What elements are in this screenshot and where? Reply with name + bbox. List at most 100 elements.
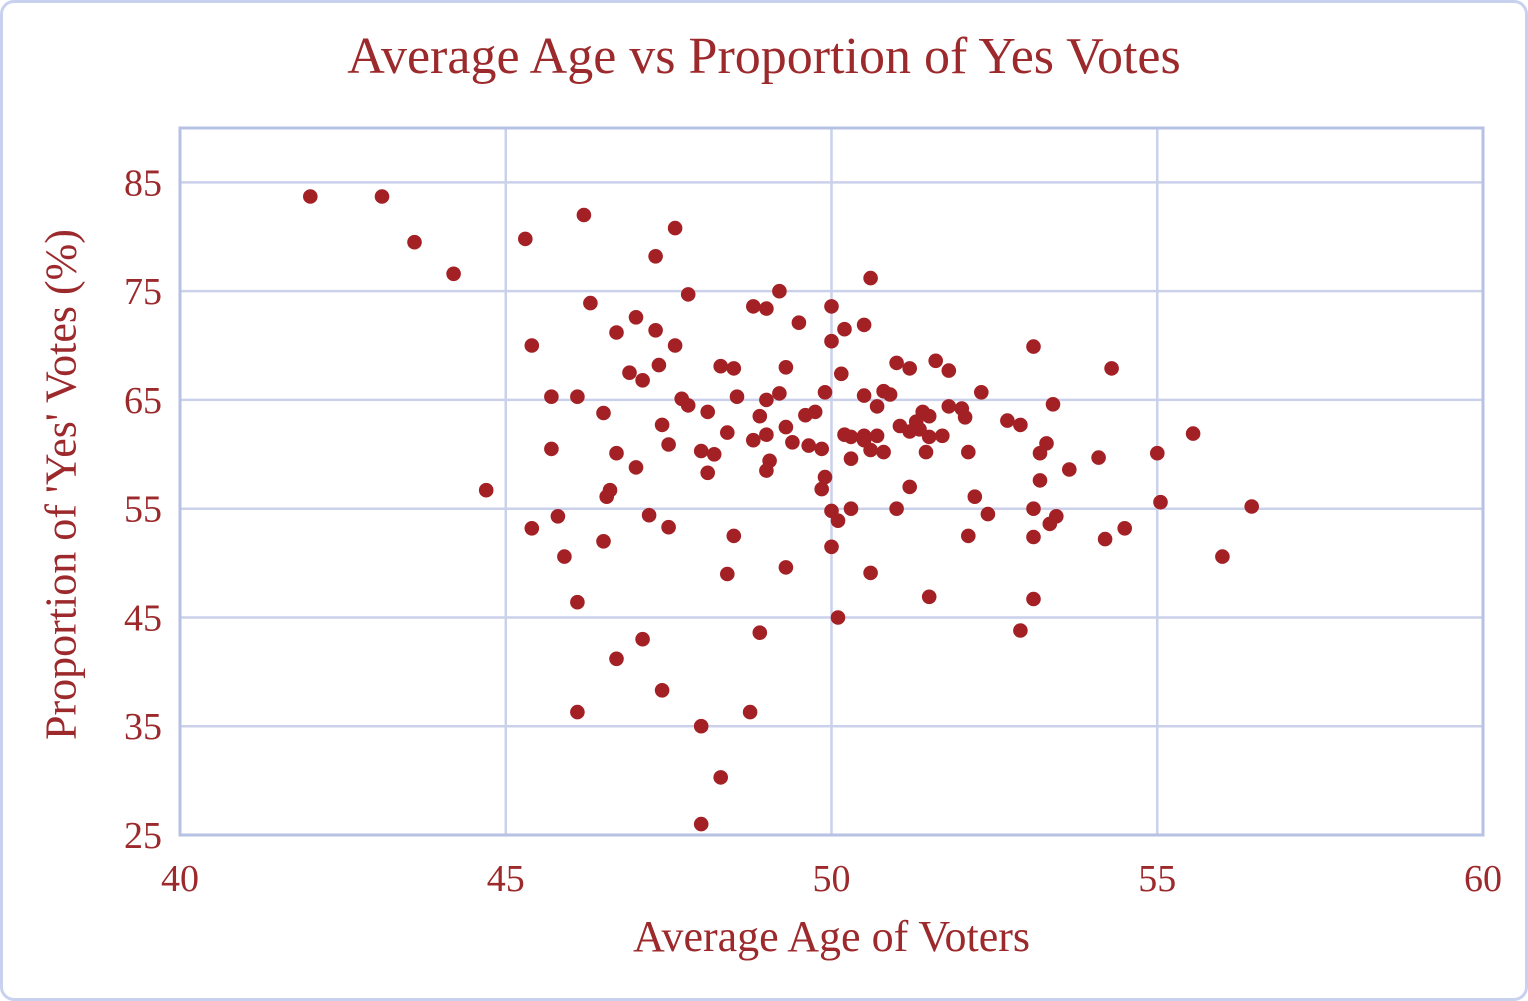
scatter-point [622,365,637,381]
scatter-point [576,207,592,223]
scatter-point [599,489,614,505]
scatter-point [1117,521,1132,536]
scatter-point [1013,623,1028,638]
scatter-point [706,447,722,462]
scatter-point [843,501,859,516]
scatter-point [596,405,611,421]
scatter-point [570,389,585,405]
scatter-point [830,513,846,528]
scatter-point [680,287,696,302]
plot-border [178,126,1485,837]
scatter-point [693,443,709,459]
scatter-point [961,444,976,460]
scatter-point [902,361,917,376]
scatter-point [791,315,807,331]
scatter-point [882,387,898,402]
scatter-point [856,388,872,403]
scatter-point [680,398,696,413]
scatter-point [651,357,667,373]
scatter-point [980,506,996,522]
scatter-point [1062,462,1077,477]
scatter-point [1042,516,1058,532]
scatter-point [824,299,839,314]
scatter-point [641,507,657,523]
y-tick-label: 65 [124,380,162,422]
scatter-point [654,417,670,433]
scatter-point [746,299,761,314]
scatter-point [801,438,816,453]
scatter-point [941,399,957,414]
scatter-point [635,631,650,647]
scatter-point [693,718,709,734]
scatter-point [843,429,859,445]
scatter-point [746,432,761,448]
scatter-point [726,361,742,376]
x-tick-label: 45 [487,858,525,900]
scatter-point [544,441,559,457]
scatter-point [876,444,891,460]
scatter-point [550,509,566,524]
scatter-point [778,360,794,375]
scatter-point [1185,426,1201,441]
y-tick-label: 25 [124,815,162,857]
scatter-point [583,295,598,311]
scatter-point [817,469,833,485]
scatter-point [869,428,885,444]
scatter-point [407,234,422,250]
y-tick-label: 85 [124,162,162,204]
scatter-point [1150,445,1165,461]
scatter-point [889,501,904,516]
scatter-point [772,386,787,401]
scatter-point [814,441,829,457]
scatter-point [928,353,943,369]
scatter-point [609,325,624,340]
scatter-point [596,534,611,549]
scatter-point [570,594,585,610]
scatter-point [446,266,461,282]
scatter-point [635,373,650,388]
scatter-point [1097,531,1113,547]
y-tick-label: 55 [124,489,162,531]
scatter-point [843,451,859,467]
scatter-point [856,317,872,333]
scatter-point [518,231,533,247]
scatter-point [628,310,644,325]
scatter-point [1000,413,1015,428]
scatter-point [1026,529,1041,545]
scatter-point [1013,417,1028,433]
scatter-point [1026,339,1041,354]
scatter-point [935,428,950,444]
scatter-point [957,410,973,425]
scatter-point [1091,450,1106,465]
x-tick-label: 50 [813,858,851,900]
scatter-point [759,427,774,443]
scatter-point [720,425,735,440]
scatter-point [1215,549,1230,564]
scatter-point [918,444,934,460]
scatter-point [1032,445,1048,461]
scatter-point [713,358,728,374]
scatter-point [837,321,852,337]
scatter-point [713,770,728,785]
scatter-point [609,445,624,461]
scatter-point [778,560,794,575]
scatter-point [824,333,839,349]
scatter-point [700,465,715,481]
scatter-point [1104,361,1119,376]
scatter-point [772,283,787,299]
scatter-point [752,625,768,640]
scatter-point [759,392,774,408]
scatter-point [778,419,794,435]
scatter-point [742,704,758,720]
scatter-point [628,460,644,475]
y-tick-label: 45 [124,597,162,639]
scatter-point [667,338,683,353]
scatter-point [941,363,957,378]
scatter-point [834,366,849,382]
scatter-point [1026,591,1041,607]
scatter-point [661,519,676,535]
scatter-point [759,301,774,316]
scatter-point [720,566,735,582]
scatter-point [830,610,846,625]
